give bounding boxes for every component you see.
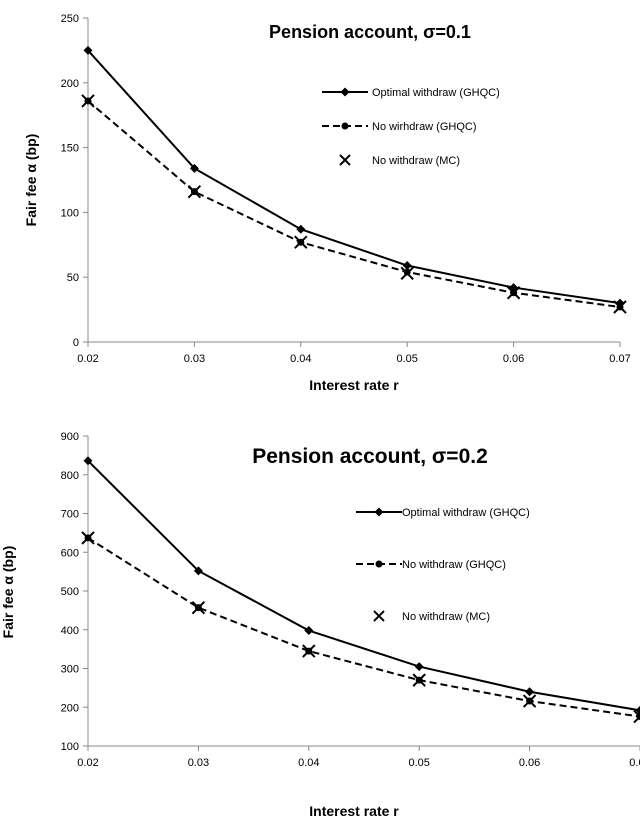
data-point-cross: [302, 644, 316, 658]
data-point-diamond: [189, 163, 199, 173]
y-tick-label: 200: [61, 78, 79, 90]
legend-marker-circle: [341, 122, 349, 130]
data-point-cross: [412, 673, 426, 687]
chart-sigma-0-1: 0 50 100 150 200 250 0.02 0.03 0.04 0.05 0.06 0.07 P…: [23, 13, 631, 393]
x-tick-label: 0.05: [408, 757, 429, 769]
y-tick-label: 900: [61, 431, 79, 443]
x-tick-label: 0.05: [396, 353, 417, 365]
y-tick-label: 200: [61, 702, 79, 714]
data-point-diamond: [296, 224, 306, 234]
data-point-diamond: [304, 626, 314, 636]
x-axis-title: Interest rate r: [309, 377, 399, 393]
data-point-diamond: [83, 45, 93, 55]
y-tick-label: 150: [61, 143, 79, 155]
x-tick-label: 0.02: [77, 757, 98, 769]
legend-marker-cross: [373, 610, 385, 622]
series-line-no-withdraw: [87, 537, 640, 718]
legend-marker-circle: [375, 560, 383, 568]
x-tick-label: 0.04: [290, 353, 311, 365]
x-axis-title: Interest rate r: [309, 803, 399, 819]
y-tick-label: 100: [61, 207, 79, 219]
x-tick-label: 0.06: [519, 757, 540, 769]
y-tick-label: 500: [61, 586, 79, 598]
data-point-cross: [191, 600, 206, 615]
data-point-diamond: [525, 687, 535, 697]
data-point-cross: [400, 266, 414, 281]
legend-marker-diamond: [340, 87, 350, 97]
y-axis-title: Fair fee α (bp): [23, 134, 39, 227]
y-tick-label: 800: [61, 470, 79, 482]
legend-label: No withdraw (MC): [372, 155, 460, 167]
x-tick-label: 0.03: [184, 353, 205, 365]
legend-label: No withdraw (MC): [402, 611, 490, 623]
x-tick-label: 0.04: [298, 757, 319, 769]
y-tick-label: 300: [61, 664, 79, 676]
data-point-cross: [522, 694, 537, 708]
series-line-optimal: [87, 49, 621, 305]
chart-title: Pension account, σ=0.2: [252, 445, 488, 468]
data-point-cross: [633, 709, 640, 724]
legend-marker-cross: [339, 154, 351, 166]
x-tick-label: 0.07: [609, 353, 630, 365]
y-tick-label: 50: [67, 272, 79, 284]
y-tick-label: 700: [61, 509, 79, 521]
legend-marker-diamond: [374, 507, 384, 517]
legend-label: No withdraw (GHQC): [402, 559, 506, 571]
chart-sigma-0-2: 100 200 300 400 500 600 700 800 900 0.02 0.03 0.04 0…: [0, 431, 640, 819]
data-point-cross: [81, 531, 95, 545]
y-tick-label: 600: [61, 547, 79, 559]
x-tick-label: 0.03: [188, 757, 209, 769]
data-point-diamond: [193, 566, 203, 576]
x-tick-label: 0.07: [629, 757, 640, 769]
x-tick-label: 0.06: [503, 353, 524, 365]
y-axis-title: Fair fee α (bp): [0, 546, 16, 639]
data-point-cross: [613, 300, 627, 314]
y-tick-label: 0: [73, 337, 79, 349]
y-tick-label: 100: [61, 741, 79, 753]
legend-label: Optimal withdraw (GHQC): [402, 507, 530, 519]
y-tick-label: 400: [61, 625, 79, 637]
data-point-cross: [506, 286, 521, 300]
data-point-diamond: [414, 662, 424, 672]
data-point-diamond: [402, 261, 412, 271]
y-tick-label: 250: [61, 13, 79, 25]
data-point-cross: [187, 184, 202, 199]
data-point-cross: [294, 235, 308, 249]
data-point-cross: [81, 94, 95, 108]
series-line-optimal: [87, 460, 640, 712]
data-point-diamond: [83, 456, 93, 466]
legend-label: No wirhdraw (GHQC): [372, 121, 477, 133]
series-line-no-withdraw: [87, 100, 621, 308]
x-tick-label: 0.02: [77, 353, 98, 365]
chart-title: Pension account, σ=0.1: [269, 22, 471, 42]
data-point-diamond: [635, 705, 640, 715]
legend-label: Optimal withdraw (GHQC): [372, 87, 500, 99]
